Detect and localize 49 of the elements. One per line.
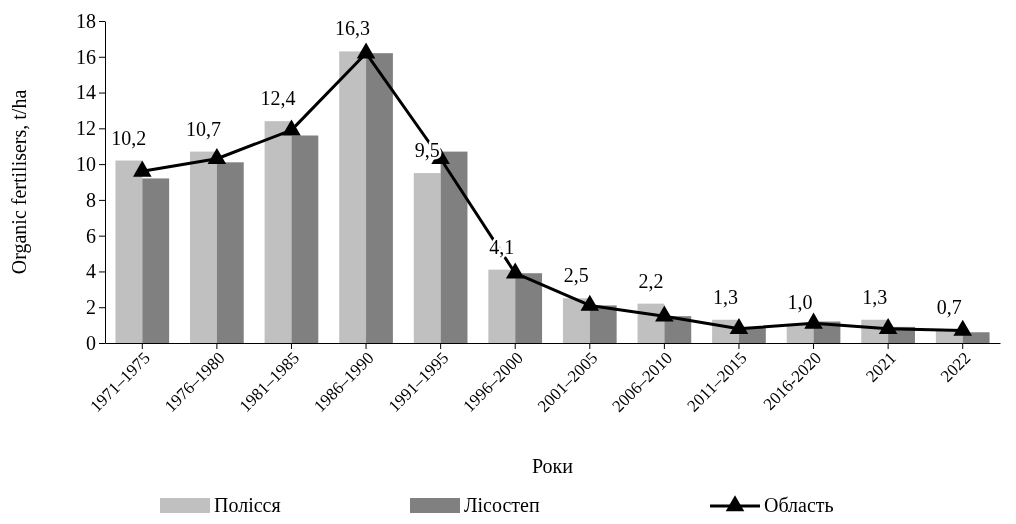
data-label: 1,3: [862, 285, 888, 308]
y-tick-label: 8: [86, 188, 96, 211]
point: [282, 119, 301, 136]
y-tick-label: 18: [76, 9, 96, 32]
y-tick-label: 2: [86, 296, 96, 319]
point: [580, 294, 600, 311]
bar: [115, 160, 143, 343]
legend-label: Лісостеп: [464, 494, 540, 516]
point: [655, 305, 674, 322]
bar: [216, 162, 244, 343]
x-axis-title: Роки: [531, 455, 574, 477]
y-axis-title: Organic fertilisers, t/ha: [8, 89, 31, 275]
data-label: 10,7: [185, 117, 221, 140]
bar: [291, 135, 319, 343]
bar: [562, 298, 590, 343]
y-tick-label: 10: [76, 153, 96, 176]
legend-label: Полісся: [214, 494, 281, 516]
point: [953, 319, 973, 336]
y-tick-label: 16: [76, 45, 96, 68]
y-tick-label: 4: [86, 260, 96, 283]
data-label: 2,2: [638, 269, 664, 292]
y-tick-label: 12: [76, 117, 96, 140]
point: [207, 148, 227, 165]
bar: [366, 53, 393, 343]
point: [505, 262, 525, 279]
bar: [142, 178, 170, 343]
bar: [264, 121, 292, 343]
bar: [515, 273, 543, 343]
bar: [488, 269, 516, 343]
data-label: 1,0: [787, 291, 813, 314]
data-label: 0,7: [936, 296, 962, 319]
y-tick-label: 0: [86, 331, 96, 354]
legend-label: Область: [764, 494, 834, 516]
data-label: 1,3: [713, 285, 739, 308]
bar: [440, 151, 468, 343]
point: [356, 42, 376, 59]
data-label: 16,3: [335, 17, 371, 40]
data-label: 2,5: [563, 264, 589, 287]
point: [132, 160, 152, 177]
bar: [190, 151, 217, 343]
data-label: 10,2: [111, 126, 147, 149]
bar: [413, 173, 441, 343]
point: [804, 312, 823, 329]
data-label: 12,4: [260, 87, 296, 110]
bar: [339, 51, 367, 343]
point: [878, 317, 898, 335]
point: [729, 317, 749, 335]
y-tick-label: 14: [76, 81, 96, 104]
y-tick-label: 6: [86, 224, 96, 247]
